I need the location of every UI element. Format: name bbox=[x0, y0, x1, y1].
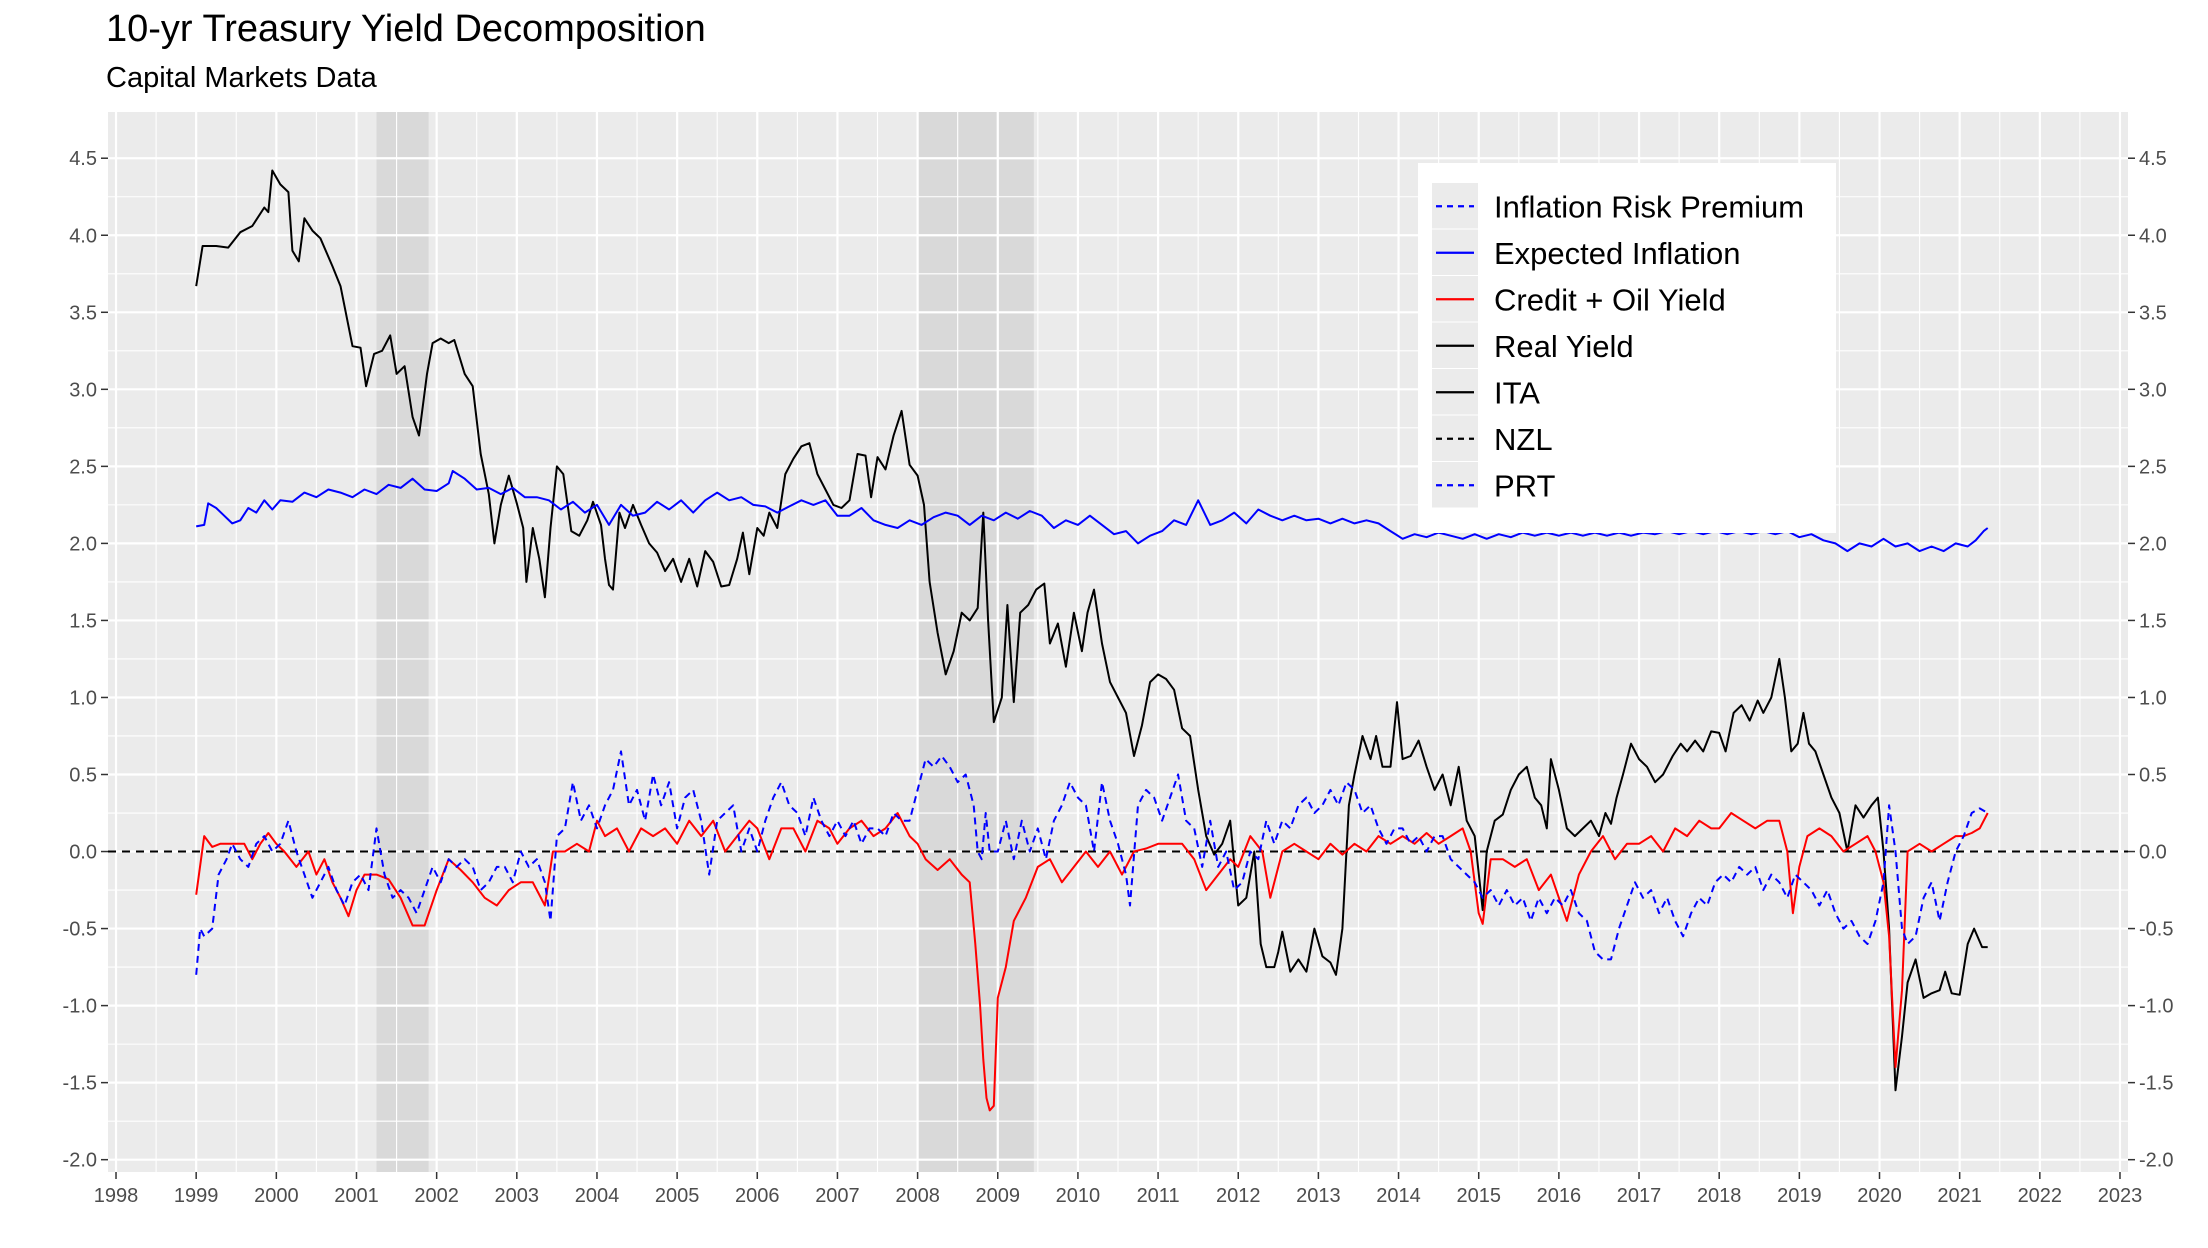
x-tick-label: 2010 bbox=[1056, 1185, 1101, 1207]
x-tick-label: 2012 bbox=[1216, 1185, 1261, 1207]
legend-label: NZL bbox=[1494, 422, 1553, 457]
x-tick-label: 2011 bbox=[1137, 1185, 1180, 1207]
x-tick-label: 2004 bbox=[575, 1185, 620, 1207]
y-tick-label-left: 4.5 bbox=[69, 148, 97, 170]
legend-box bbox=[1418, 163, 1836, 533]
chart-title: 10-yr Treasury Yield Decomposition bbox=[106, 8, 706, 50]
y-tick-label-left: 0.5 bbox=[69, 765, 97, 787]
x-tick-label: 2017 bbox=[1617, 1185, 1662, 1207]
y-tick-label-right: 4.0 bbox=[2139, 225, 2167, 247]
x-tick-label: 1999 bbox=[174, 1185, 219, 1207]
legend-label: Inflation Risk Premium bbox=[1494, 189, 1804, 224]
series-line-inflation-risk-premium bbox=[195, 750, 1989, 975]
y-tick-label-left: 3.5 bbox=[69, 302, 97, 324]
y-tick-label-right: 3.0 bbox=[2139, 379, 2167, 401]
y-tick-label-left: -2.0 bbox=[63, 1150, 97, 1172]
x-tick-label: 2021 bbox=[1937, 1185, 1982, 1207]
y-tick-label-right: 0.0 bbox=[2139, 842, 2167, 864]
x-tick-label: 2003 bbox=[495, 1185, 540, 1207]
recession-band-2 bbox=[917, 112, 1034, 1172]
legend-label: Credit + Oil Yield bbox=[1494, 282, 1726, 317]
x-tick-label: 2008 bbox=[895, 1185, 940, 1207]
x-tick-label: 1998 bbox=[94, 1185, 139, 1207]
x-tick-label: 2016 bbox=[1537, 1185, 1582, 1207]
legend-label: PRT bbox=[1494, 468, 1556, 503]
y-tick-label-left: -0.5 bbox=[63, 919, 97, 941]
x-tick-label: 2020 bbox=[1857, 1185, 1902, 1207]
y-tick-label-right: -1.5 bbox=[2139, 1073, 2173, 1095]
y-tick-label-left: 1.0 bbox=[69, 687, 97, 709]
x-tick-label: 2005 bbox=[655, 1185, 700, 1207]
legend: Inflation Risk Premium Expected Inflation… bbox=[1418, 163, 1836, 533]
y-tick-label-left: 2.5 bbox=[69, 456, 97, 478]
x-tick-label: 2023 bbox=[2098, 1185, 2143, 1207]
y-tick-label-left: 4.0 bbox=[69, 225, 97, 247]
x-tick-label: 2006 bbox=[735, 1185, 780, 1207]
recession-shading-group bbox=[376, 112, 1034, 1172]
x-tick-label: 2001 bbox=[334, 1185, 379, 1207]
x-tick-label: 2022 bbox=[2018, 1185, 2063, 1207]
y-tick-label-right: 0.5 bbox=[2139, 765, 2167, 787]
chart-subtitle: Capital Markets Data bbox=[106, 62, 377, 94]
legend-label: Expected Inflation bbox=[1494, 236, 1740, 271]
x-tick-label: 2015 bbox=[1456, 1185, 1501, 1207]
y-tick-label-left: 0.0 bbox=[69, 842, 97, 864]
legend-label: ITA bbox=[1494, 375, 1540, 410]
x-tick-label: 2009 bbox=[976, 1185, 1021, 1207]
y-tick-label-right: 2.0 bbox=[2139, 533, 2167, 555]
x-tick-label: 2007 bbox=[815, 1185, 860, 1207]
y-tick-label-right: -2.0 bbox=[2139, 1150, 2173, 1172]
y-axis-left: -2.0 -1.5 -1.0 -0.5 0.0 0.5 1.0 1.5 2.0 2.5 3.0 3.5… bbox=[63, 148, 108, 1172]
x-axis: 1998 1999 2000 2001 2002 2003 2004 2005 2006 2007… bbox=[94, 1172, 2142, 1207]
y-tick-label-right: 4.5 bbox=[2139, 148, 2167, 170]
legend-label: Real Yield bbox=[1494, 329, 1634, 364]
y-tick-label-left: 1.5 bbox=[69, 610, 97, 632]
x-tick-label: 2000 bbox=[254, 1185, 299, 1207]
x-tick-label: 2013 bbox=[1296, 1185, 1341, 1207]
y-axis-right: -2.0 -1.5 -1.0 -0.5 0.0 0.5 1.0 1.5 2.0 2.5 3.0 3.5… bbox=[2128, 148, 2173, 1172]
y-tick-label-right: -0.5 bbox=[2139, 919, 2173, 941]
y-tick-label-right: 1.0 bbox=[2139, 687, 2167, 709]
y-tick-label-left: 2.0 bbox=[69, 533, 97, 555]
x-tick-label: 2002 bbox=[414, 1185, 459, 1207]
y-tick-label-left: 3.0 bbox=[69, 379, 97, 401]
series-line-credit-oil-yield bbox=[195, 812, 1989, 1112]
x-tick-label: 2018 bbox=[1697, 1185, 1742, 1207]
recession-band-1 bbox=[376, 112, 429, 1172]
series-line-real-yield bbox=[195, 169, 1988, 1092]
y-tick-label-right: 1.5 bbox=[2139, 610, 2167, 632]
y-tick-label-right: 3.5 bbox=[2139, 302, 2167, 324]
x-tick-label: 2019 bbox=[1777, 1185, 1822, 1207]
x-tick-label: 2014 bbox=[1376, 1185, 1421, 1207]
y-tick-label-right: 2.5 bbox=[2139, 456, 2167, 478]
y-tick-label-right: -1.0 bbox=[2139, 996, 2173, 1018]
y-tick-label-left: -1.0 bbox=[63, 996, 97, 1018]
y-tick-label-left: -1.5 bbox=[63, 1073, 97, 1095]
